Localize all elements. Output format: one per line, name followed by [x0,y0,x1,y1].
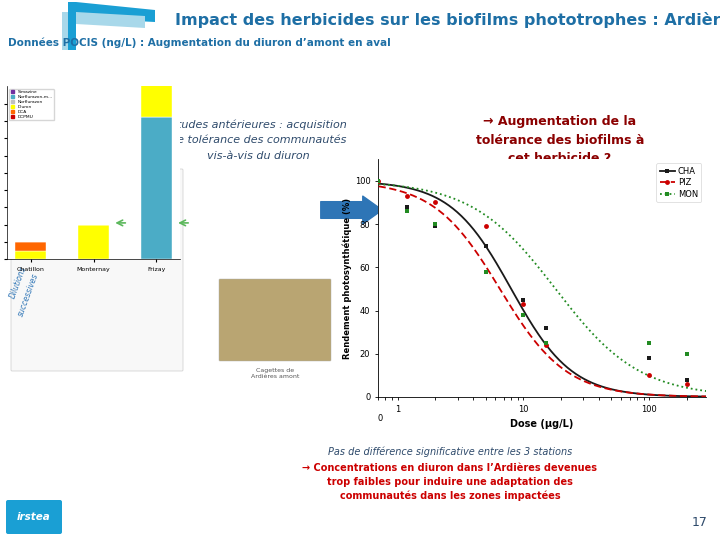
Text: Etudes antérieures : acquisition
de tolérance des communautés
vis-à-vis du diuro: Etudes antérieures : acquisition de tolé… [170,119,346,161]
Legend: CHA, PIZ, MON: CHA, PIZ, MON [656,164,701,202]
Text: communautés dans les zones impactées: communautés dans les zones impactées [340,491,560,501]
Text: trop faibles pour induire une adaptation des: trop faibles pour induire une adaptation… [327,477,573,487]
FancyBboxPatch shape [219,279,331,361]
FancyBboxPatch shape [6,500,62,534]
Text: Dilutions: Dilutions [8,265,28,299]
Bar [68,2,76,50]
Bar [140,75,172,82]
Text: 17: 17 [692,516,708,529]
Text: (rendement photosynthétique): (rendement photosynthétique) [8,247,168,257]
Legend: Simazine, Norflurazon-m..., Norflurazon, Diuron, DCA, DCPMU: Simazine, Norflurazon-m..., Norflurazon,… [9,89,54,120]
Bar [140,82,172,117]
Bar [15,251,47,259]
FancyBboxPatch shape [11,169,183,371]
Text: photosynthèse): photosynthèse) [68,198,122,206]
Polygon shape [62,5,68,50]
Text: Diuron: Diuron [79,176,111,185]
Polygon shape [76,2,155,22]
Text: PICT Diuron: PICT Diuron [47,232,130,245]
Bar [15,242,47,251]
Bar [78,225,109,259]
Polygon shape [76,12,145,28]
Text: 0: 0 [378,414,383,423]
Text: Cagettes de
Ardières amont: Cagettes de Ardières amont [251,368,300,379]
Text: Données POCIS (ng/L) : Augmentation du diuron d’amont en aval: Données POCIS (ng/L) : Augmentation du d… [8,38,391,48]
Text: successives: successives [16,272,40,318]
Text: irstea: irstea [17,512,51,522]
FancyArrowPatch shape [321,196,382,224]
Text: (inhibiteur de la: (inhibiteur de la [67,189,123,195]
Bar [140,117,172,259]
Y-axis label: Rendement photosynthétique (%): Rendement photosynthétique (%) [342,198,352,359]
X-axis label: Dose (μg/L): Dose (μg/L) [510,419,574,429]
Text: → Concentrations en diuron dans l’Ardières devenues: → Concentrations en diuron dans l’Ardièr… [302,463,598,473]
Text: → Augmentation de la
tolérance des biofilms à
cet herbicide ?: → Augmentation de la tolérance des biofi… [476,114,644,165]
Text: Impact des herbicides sur les biofilms phototrophes : Ardières: Impact des herbicides sur les biofilms p… [175,12,720,28]
Text: Pas de différence significative entre les 3 stations: Pas de différence significative entre le… [328,447,572,457]
